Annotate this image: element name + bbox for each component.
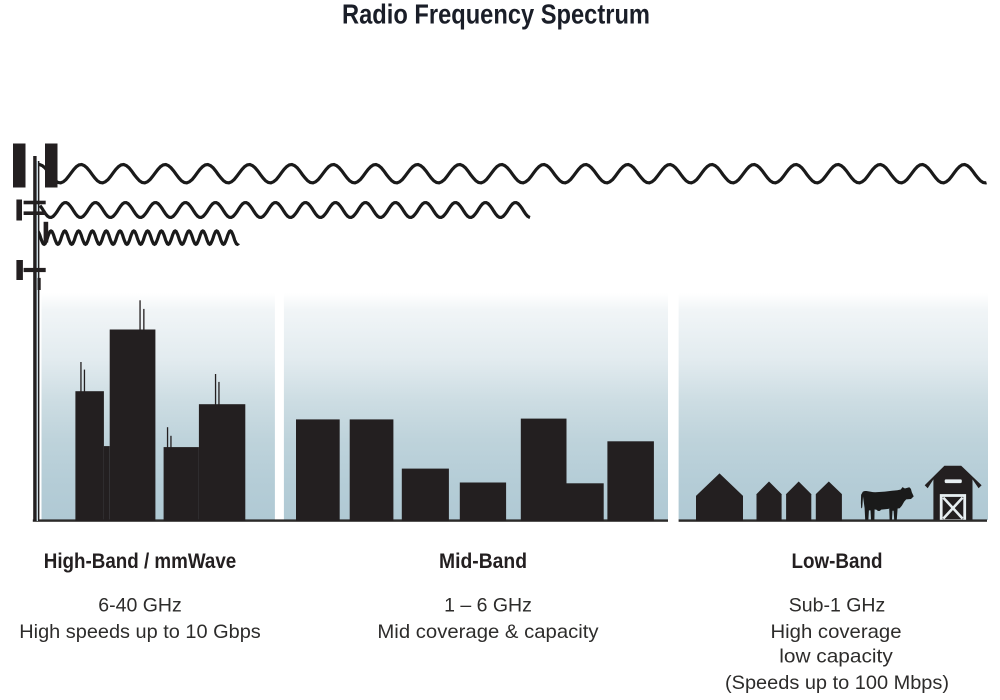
svg-text:High-Band / mmWave: High-Band / mmWave — [44, 549, 237, 573]
svg-text:Mid-Band: Mid-Band — [439, 549, 527, 573]
svg-text:(Speeds up to 100 Mbps): (Speeds up to 100 Mbps) — [725, 672, 949, 694]
svg-text:1 – 6 GHz: 1 – 6 GHz — [444, 595, 532, 617]
svg-text:High speeds up to 10 Gbps: High speeds up to 10 Gbps — [19, 621, 261, 643]
svg-text:6-40 GHz: 6-40 GHz — [98, 595, 181, 617]
svg-text:High coverage: High coverage — [771, 621, 902, 643]
svg-text:Radio Frequency Spectrum: Radio Frequency Spectrum — [342, 0, 650, 30]
svg-text:Low-Band: Low-Band — [792, 549, 883, 573]
svg-text:Sub-1 GHz: Sub-1 GHz — [789, 595, 885, 617]
svg-text:Mid coverage & capacity: Mid coverage & capacity — [377, 621, 598, 643]
svg-text:low capacity: low capacity — [779, 646, 893, 668]
